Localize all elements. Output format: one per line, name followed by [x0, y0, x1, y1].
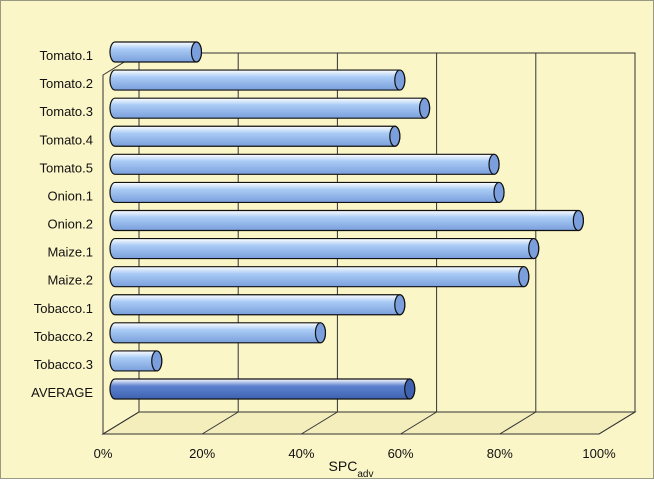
x-tick-label: 60% [388, 446, 414, 461]
bar [109, 153, 500, 175]
category-label: Onion.1 [47, 188, 93, 203]
floor-gridline [598, 411, 636, 435]
category-label: Tobacco.1 [34, 301, 93, 316]
category-label: Tobacco.2 [34, 329, 93, 344]
bar [109, 69, 406, 91]
category-label: Tomato.5 [40, 160, 93, 175]
bar-end-cap [518, 266, 530, 288]
bar [109, 294, 406, 316]
category-label: Maize.2 [47, 273, 93, 288]
category-label: Tomato.3 [40, 104, 93, 119]
bar-end-cap [394, 294, 406, 316]
bar [109, 322, 327, 344]
x-tick-label: 20% [189, 446, 215, 461]
bar [109, 125, 401, 147]
bar-end-cap [572, 209, 584, 232]
bar [109, 209, 584, 232]
floor-gridline [201, 411, 239, 435]
bar-end-cap [151, 350, 163, 372]
category-label: Tobacco.3 [34, 357, 93, 372]
bar [109, 237, 540, 260]
bar-average [109, 378, 416, 400]
floor [101, 411, 637, 435]
bar [109, 181, 505, 204]
x-axis-title-subscript: adv [357, 469, 373, 480]
bar-end-cap [404, 378, 416, 400]
x-tick-labels: 0% 20% 40% 60% 80% 100% [94, 446, 616, 461]
x-tick-label: 0% [94, 446, 113, 461]
bar-end-cap [493, 181, 505, 204]
category-label: Tomato.1 [40, 48, 93, 63]
category-label: Maize.1 [47, 245, 93, 260]
category-labels: Tomato.1 Tomato.2 Tomato.3 Tomato.4 Tomato.5… [31, 48, 93, 400]
bar-end-cap [419, 97, 431, 119]
floor-gridline [400, 411, 437, 435]
category-label: Tomato.4 [40, 132, 93, 147]
bar-end-cap [394, 69, 406, 91]
bar-end-cap [190, 41, 203, 63]
x-tick-label: 40% [288, 446, 314, 461]
floor-gridline [102, 411, 140, 435]
bar-end-cap [528, 237, 540, 260]
bar [109, 97, 431, 119]
bar [109, 41, 203, 63]
bar-end-cap [314, 322, 327, 344]
bar [109, 266, 530, 288]
floor-gridline [499, 411, 537, 435]
bars-group [109, 41, 584, 400]
x-axis-title-main: SPC [329, 458, 358, 474]
category-label: Tomato.2 [40, 76, 93, 91]
x-tick-label: 100% [582, 446, 616, 461]
bar-end-cap [389, 125, 401, 147]
category-label: AVERAGE [31, 385, 93, 400]
bar-end-cap [488, 153, 500, 175]
category-label: Onion.2 [47, 217, 93, 232]
x-tick-label: 80% [487, 446, 513, 461]
x-axis-title: SPCadv [329, 458, 374, 480]
floor-gridline [301, 411, 338, 435]
